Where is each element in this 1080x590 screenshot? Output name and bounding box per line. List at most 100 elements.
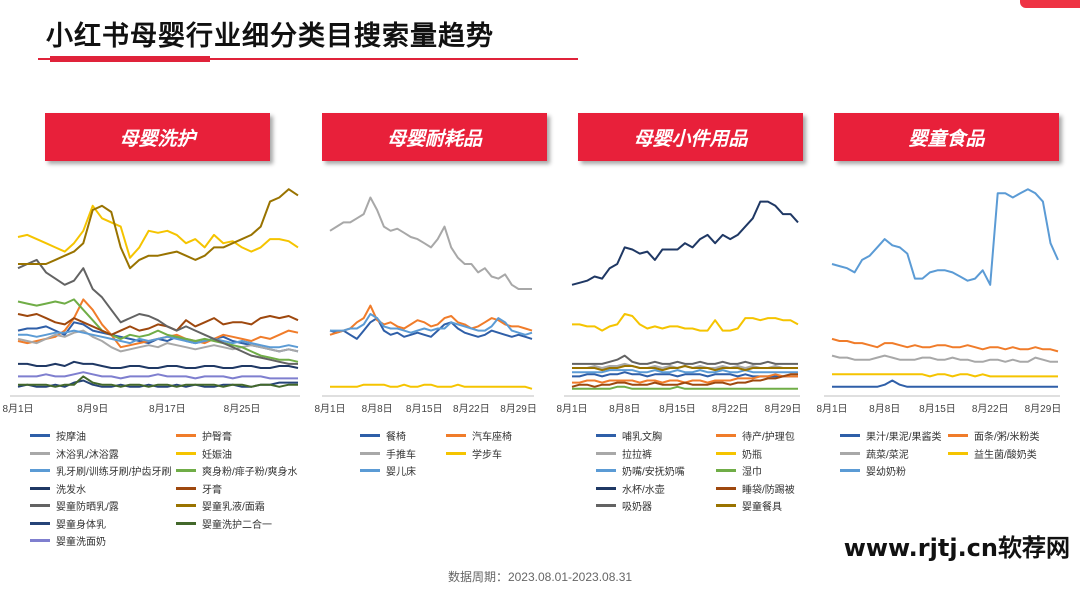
x-tick-label: 8月1日: [314, 403, 345, 415]
legend-label: 吸奶器: [622, 502, 652, 513]
legend-item: 婴幼奶粉: [840, 463, 906, 478]
legend-item: 婴童餐具: [716, 498, 782, 513]
legend-swatch: [948, 451, 968, 455]
legend-label: 待产/护理包: [742, 432, 795, 443]
legend-swatch: [596, 504, 616, 507]
series-line-汽车座椅: [329, 304, 533, 336]
legend-label: 牙膏: [202, 484, 222, 496]
legend-item: 益生菌/酸奶类: [948, 446, 1037, 461]
x-tick-label: 8月29日: [765, 403, 802, 415]
panel-header-2: 母婴耐耗品: [322, 113, 547, 161]
legend-label: 爽身粉/痱子粉/爽身水: [202, 467, 298, 478]
legend-item: 奶嘴/安抚奶嘴: [596, 463, 685, 478]
legend-label: 湿巾: [742, 467, 762, 478]
series-line-婴童防晒乳/露: [17, 258, 298, 365]
legend-swatch: [176, 486, 196, 490]
legend-swatch: [596, 451, 616, 455]
legend-label: 护臀膏: [202, 432, 232, 443]
title-accent-bar: [50, 56, 210, 62]
legend-swatch: [30, 469, 50, 472]
legend-label: 奶嘴/安抚奶嘴: [622, 467, 685, 478]
x-tick-label: 8月8日: [869, 403, 900, 415]
x-tick-label: 8月1日: [556, 403, 587, 415]
title-underline: [38, 58, 578, 60]
legend-swatch: [716, 504, 736, 507]
x-tick-label: 8月17日: [149, 403, 186, 415]
series-line-奶嘴/安抚奶嘴: [572, 369, 798, 374]
legend-label: 果汁/果泥/果酱类: [866, 432, 942, 443]
legend-item: 牙膏: [176, 481, 222, 496]
legend-item: 奶瓶: [716, 446, 762, 461]
legend-item: 拉拉裤: [596, 446, 652, 461]
legend-swatch: [30, 486, 50, 490]
series-line-爽身粉/痱子粉/爽身水: [17, 298, 299, 363]
legend-swatch: [596, 434, 616, 437]
legend-swatch: [840, 451, 860, 455]
legend-label: 乳牙刷/训练牙刷/护齿牙刷: [56, 467, 172, 478]
legend-item: 妊娠油: [176, 446, 232, 461]
x-tick-label: 8月15日: [919, 403, 956, 415]
legend-item: 婴童防晒乳/露: [30, 498, 119, 513]
legend-item: 婴童乳液/面霜: [176, 498, 265, 513]
corner-tab: [1020, 0, 1080, 8]
watermark: www.rjtj.cn软荐网: [843, 534, 1070, 562]
legend-label: 洗发水: [56, 484, 86, 496]
legend-item: 手推车: [360, 446, 416, 461]
legend-label: 水杯/水壶: [622, 484, 665, 496]
series-line-婴童洗面奶: [18, 371, 298, 380]
legend-label: 蔬菜/菜泥: [866, 449, 909, 461]
legend-swatch: [596, 469, 616, 472]
series-line-婴童餐具: [572, 365, 798, 372]
legend-swatch: [30, 539, 50, 542]
legend-item: 乳牙刷/训练牙刷/护齿牙刷: [30, 463, 172, 478]
legend-item: 爽身粉/痱子粉/爽身水: [176, 463, 298, 478]
series-line-婴儿床: [330, 313, 533, 336]
legend-item: 沐浴乳/沐浴露: [30, 446, 119, 461]
legend-swatch: [30, 451, 50, 455]
legend-item: 学步车: [446, 446, 502, 461]
series-line-湿巾: [572, 385, 798, 390]
legend-item: 婴儿床: [360, 463, 416, 478]
series-line-手推车: [329, 196, 532, 290]
legend-item: 护臀膏: [176, 428, 232, 443]
x-tick-label: 8月15日: [659, 403, 696, 415]
legend-label: 婴童洗面奶: [56, 537, 106, 548]
x-tick-label: 8月1日: [2, 403, 33, 415]
series-line-餐椅: [329, 317, 533, 340]
x-tick-label: 8月29日: [1025, 403, 1062, 415]
legend-item: 哺乳文胸: [596, 428, 662, 443]
legend-swatch: [716, 434, 736, 437]
legend-label: 奶瓶: [742, 449, 762, 461]
legend-label: 汽车座椅: [472, 432, 512, 443]
legend-label: 餐椅: [386, 432, 406, 443]
legend-item: 婴童洗面奶: [30, 533, 106, 548]
legend-item: 睡袋/防踢被: [716, 481, 795, 496]
legend-label: 妊娠油: [202, 449, 232, 461]
legend-label: 婴童餐具: [742, 502, 782, 513]
series-line-学步车: [330, 383, 533, 390]
x-tick-label: 8月9日: [77, 403, 108, 415]
panel-header-3: 母婴小件用品: [578, 113, 803, 161]
legend-label: 学步车: [472, 449, 502, 461]
legend-label: 益生菌/酸奶类: [974, 449, 1037, 461]
legend-swatch: [446, 451, 466, 455]
legend-label: 婴童洗护二合一: [202, 519, 272, 531]
legend-item: 餐椅: [360, 428, 406, 443]
legend-label: 面条/粥/米粉类: [974, 432, 1040, 443]
series-line-水杯/水壶: [571, 200, 799, 286]
legend-label: 婴幼奶粉: [866, 467, 906, 478]
legend-swatch: [716, 469, 736, 472]
series-line-奶瓶: [572, 313, 799, 332]
legend-swatch: [360, 469, 380, 472]
legend-label: 婴童乳液/面霜: [202, 502, 265, 513]
data-period: 数据周期：2023.08.01-2023.08.31: [447, 570, 633, 584]
series-line-洗发水: [18, 360, 299, 369]
series-line-婴幼奶粉: [831, 188, 1059, 286]
legend-swatch: [30, 504, 50, 507]
legend-item: 面条/粥/米粉类: [948, 428, 1040, 443]
legend-label: 婴童身体乳: [56, 519, 106, 531]
series-line-面条/粥/米粉类: [831, 337, 1059, 353]
legend-label: 睡袋/防踢被: [742, 484, 795, 496]
legend-item: 婴童身体乳: [30, 516, 106, 531]
